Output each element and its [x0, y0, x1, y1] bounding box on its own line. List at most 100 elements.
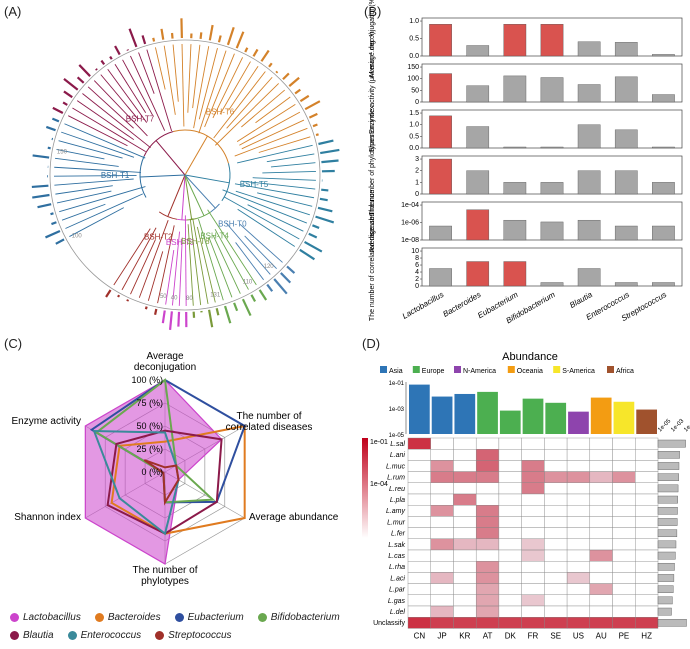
bar-eubacterium	[503, 219, 527, 241]
tree-abundance-bar	[312, 224, 320, 229]
heatmap-cell	[453, 538, 477, 551]
heatmap-cell	[407, 471, 431, 484]
tree-branch	[114, 64, 147, 114]
radar-legend-row-2: Blautia Enterococcus Streptococcus	[10, 630, 232, 641]
heatmap-cell	[589, 583, 613, 596]
top-bar-au	[590, 397, 612, 434]
tree-abundance-bar	[52, 106, 64, 114]
bar-eubacterium	[503, 24, 527, 57]
panel-b-label: (B)	[364, 4, 382, 19]
bar-row-frame	[421, 247, 683, 287]
heatmap-cell	[589, 482, 613, 495]
tree-clade-label: BSH-T5	[240, 180, 269, 189]
heatmap-cell	[453, 549, 477, 562]
bar-tick-label: 50	[411, 87, 419, 94]
tree-clade-label: BSH-T4	[200, 231, 229, 240]
tree-abundance-bar	[144, 306, 148, 310]
bar-row-ylabel: The number of phylotypes	[369, 134, 376, 215]
tree-branch	[172, 44, 179, 102]
tree-abundance-bar	[258, 289, 268, 301]
heatmap-cell	[589, 549, 613, 562]
tree-tip-number: 110	[243, 279, 253, 285]
tree-branch	[212, 235, 241, 294]
heatmap-cell	[566, 504, 591, 517]
tree-branch	[165, 249, 175, 305]
legend-dot	[257, 613, 267, 622]
bar-bacteroides	[466, 209, 490, 241]
tree-abundance-bar	[128, 28, 138, 48]
tree-abundance-bar	[266, 283, 274, 292]
bar-bacteroides	[466, 261, 490, 287]
panel-c-label: (C)	[4, 336, 23, 351]
tree-abundance-bar	[47, 146, 51, 150]
tree-tip-number: 40	[171, 296, 178, 302]
heatmap-cell	[475, 482, 500, 495]
heatmap-cell	[544, 482, 568, 495]
region-swatch	[507, 366, 515, 373]
heatmap-col-label: HZ	[641, 631, 652, 640]
bar-tick-label: 0.5	[409, 133, 419, 140]
heatmap-cell	[475, 493, 500, 506]
tree-abundance-bar	[318, 139, 334, 146]
tree-branch	[87, 86, 134, 129]
heatmap-cell	[407, 493, 431, 506]
heatmap-cell	[498, 493, 522, 506]
bar-enterococcus	[614, 170, 638, 195]
tree-abundance-bar	[320, 148, 340, 155]
tree-tip-number: 120	[264, 264, 275, 270]
tree-branch	[198, 47, 218, 120]
tree-branch	[178, 237, 183, 306]
tree-clade-arc	[186, 217, 197, 221]
tree-root-branch	[167, 174, 186, 217]
heatmap-row-label: L.sal	[390, 441, 405, 448]
bar-tick-label: 0	[415, 283, 419, 290]
heatmap-cell	[612, 516, 636, 528]
tree-branch	[258, 136, 311, 153]
heatmap-cell	[498, 471, 522, 484]
heatmap-cell	[453, 437, 477, 450]
tree-abundance-bar	[224, 305, 232, 324]
tree-abundance-bar	[299, 94, 310, 103]
tree-abundance-bar	[282, 72, 290, 81]
heatmap-cell	[407, 572, 431, 584]
tree-branch	[213, 71, 266, 139]
bar-streptococcus	[652, 182, 675, 195]
bar-streptococcus	[652, 225, 675, 241]
tree-abundance-bar	[315, 215, 335, 224]
tree-branch	[107, 68, 148, 123]
bar-bacteroides	[466, 126, 490, 149]
tree-branch	[65, 193, 143, 229]
heatmap-cell	[566, 437, 591, 450]
legend-dot	[155, 631, 165, 640]
heatmap-cell	[566, 572, 591, 584]
colorbar-tick: 1e-04	[370, 481, 388, 488]
tree-tip-number: 131	[210, 292, 221, 298]
bar-tick-label: 2	[415, 276, 419, 283]
heatmap-cell	[498, 482, 522, 495]
heatmap-cell	[544, 460, 568, 472]
tree-abundance-bar	[37, 203, 52, 209]
legend-item-bifidobacterium: Bifidobacterium	[257, 612, 340, 623]
top-bar-se	[545, 402, 567, 434]
tree-root-branch	[184, 135, 208, 176]
tree-branch	[237, 208, 296, 247]
bar-streptococcus	[652, 54, 675, 57]
heatmap-cell	[635, 572, 659, 584]
radar-ring-label: 25 (%)	[136, 444, 163, 454]
heatmap-cell	[521, 493, 545, 506]
tree-clade-label: BSH-T7	[126, 114, 155, 123]
tree-abundance-bar	[100, 59, 106, 66]
bar-tick-label: 1e-08	[401, 237, 419, 244]
heatmap-cell	[635, 594, 659, 607]
heatmap-row-label: L.sak	[388, 542, 405, 549]
tree-branch	[82, 93, 151, 149]
bar-row-ylabel: Shannon index	[369, 105, 376, 152]
bar-tick-label: 0.0	[409, 53, 419, 60]
bar-streptococcus	[652, 282, 675, 287]
heatmap-cell	[635, 605, 659, 618]
heatmap-cell	[544, 448, 568, 461]
side-bar	[657, 518, 678, 526]
tree-branch	[234, 183, 315, 199]
tree-branch	[147, 251, 164, 301]
heatmap-cell	[589, 572, 613, 584]
